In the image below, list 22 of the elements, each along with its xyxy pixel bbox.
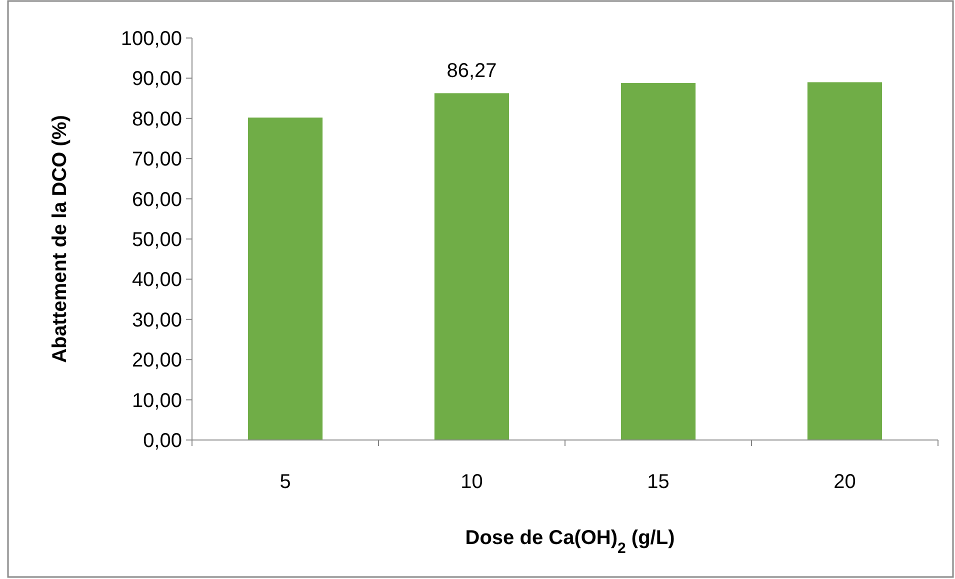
y-tick-label: 20,00 bbox=[132, 350, 182, 372]
y-tick-label: 40,00 bbox=[132, 269, 182, 292]
x-tick-label: 15 bbox=[647, 471, 670, 493]
y-tick-label: 100,00 bbox=[120, 28, 182, 50]
x-tick-label: 5 bbox=[280, 471, 291, 493]
bar bbox=[248, 118, 323, 440]
x-tick-label: 20 bbox=[834, 471, 856, 493]
y-tick-label: 90,00 bbox=[132, 68, 182, 90]
y-tick-label: 10,00 bbox=[132, 390, 182, 412]
y-tick-label: 30,00 bbox=[132, 309, 182, 332]
y-tick-label: 70,00 bbox=[132, 148, 182, 171]
y-tick-label: 60,00 bbox=[132, 188, 182, 211]
bar bbox=[620, 83, 696, 440]
x-tick-label: 10 bbox=[460, 471, 483, 493]
y-tick-label: 0,00 bbox=[143, 430, 182, 452]
y-tick-label: 80,00 bbox=[132, 108, 182, 130]
x-axis-title: Dose de Ca(OH)$_{2}$ (g/L) bbox=[465, 527, 675, 556]
data-label: 86,27 bbox=[446, 60, 497, 82]
bar bbox=[807, 82, 882, 440]
y-tick-label: 50,00 bbox=[132, 229, 182, 251]
bar bbox=[434, 93, 510, 440]
y-axis-title: Abattement de la DCO (%) bbox=[49, 115, 71, 363]
